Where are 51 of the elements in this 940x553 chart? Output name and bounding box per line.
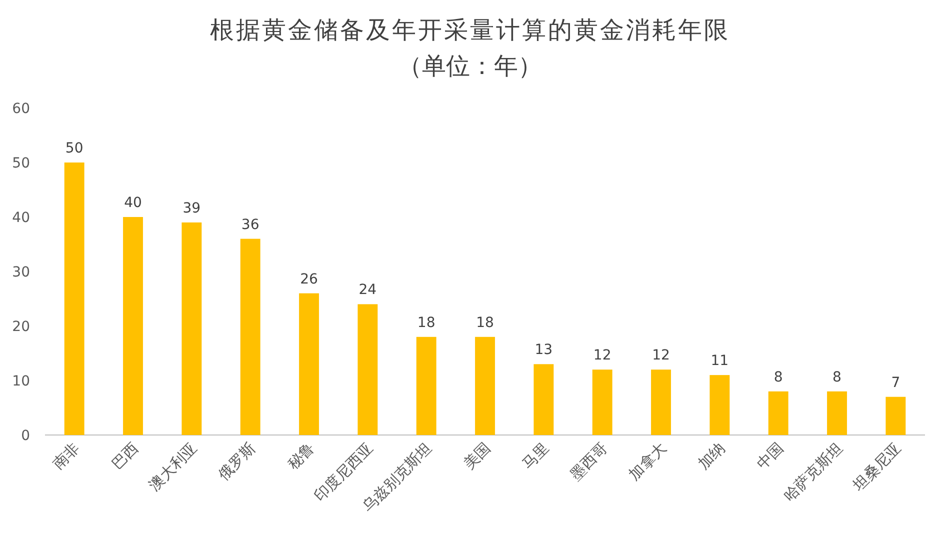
x-tick-label: 俄罗斯	[214, 439, 260, 484]
data-label: 50	[65, 140, 84, 156]
data-label: 12	[593, 348, 612, 364]
data-label: 18	[476, 314, 494, 331]
chart-subtitle: （单位：年）	[398, 52, 542, 80]
y-tick-label: 0	[21, 428, 30, 444]
bar	[768, 391, 788, 435]
data-label: 8	[774, 369, 783, 386]
data-label: 26	[300, 271, 318, 288]
y-tick-label: 30	[12, 264, 30, 280]
bar	[299, 293, 319, 435]
x-tick-label: 坦桑尼亚	[848, 439, 904, 495]
data-label: 8	[832, 369, 842, 386]
data-label: 36	[241, 216, 260, 233]
bar	[182, 222, 202, 435]
x-tick-label: 墨西哥	[566, 439, 612, 484]
y-tick-label: 20	[12, 319, 30, 335]
x-tick-label: 美国	[460, 439, 494, 474]
y-tick-label: 50	[12, 156, 30, 172]
bar	[710, 375, 730, 435]
x-tick-label: 澳大利亚	[145, 439, 200, 494]
chart-title: 根据黄金储备及年开采量计算的黄金消耗年限	[210, 16, 730, 44]
bar	[651, 370, 671, 435]
x-tick-label: 马里	[518, 439, 552, 474]
data-label: 18	[417, 314, 436, 331]
data-label: 39	[182, 200, 201, 216]
data-label: 11	[710, 353, 729, 370]
data-label: 24	[358, 282, 377, 298]
bar	[475, 336, 495, 435]
x-tick-label: 加拿大	[625, 439, 670, 484]
data-label: 12	[652, 348, 670, 364]
x-tick-label: 加纳	[694, 439, 728, 474]
x-tick-label: 秘鲁	[284, 439, 318, 474]
y-tick-label: 60	[12, 101, 30, 117]
data-label: 7	[891, 374, 900, 391]
x-tick-label: 中国	[753, 439, 788, 474]
bar	[416, 336, 436, 435]
bar	[123, 217, 143, 435]
y-tick-label: 40	[12, 210, 30, 226]
x-tick-label: 巴西	[108, 439, 142, 474]
y-tick-label: 10	[12, 374, 30, 390]
bar	[240, 238, 260, 435]
data-label: 40	[124, 195, 142, 211]
data-label: 13	[534, 342, 553, 358]
bar	[64, 162, 84, 435]
bar	[827, 391, 847, 435]
x-tick-label: 南非	[49, 439, 84, 474]
bar	[592, 370, 612, 435]
bar	[358, 304, 378, 435]
bar	[534, 364, 554, 435]
bar	[886, 396, 906, 435]
